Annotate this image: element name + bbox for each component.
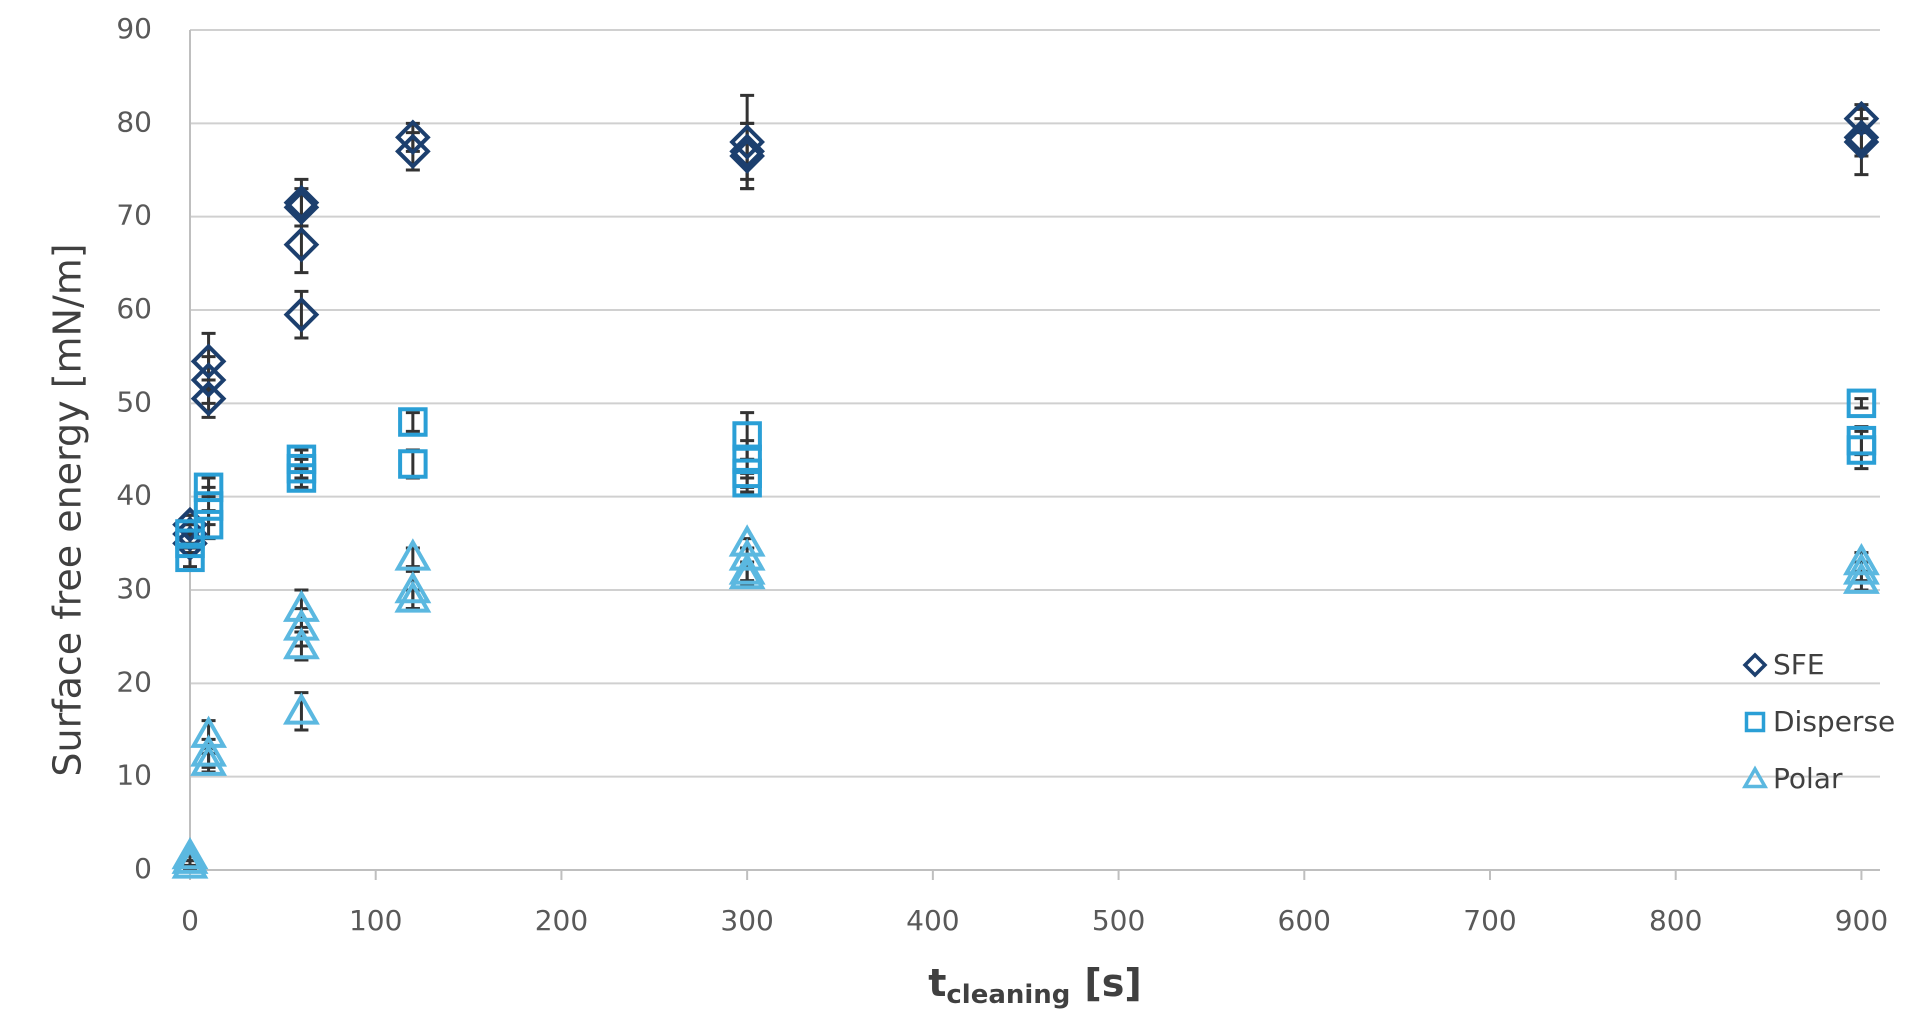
marker: [1843, 100, 1880, 137]
marker: [732, 421, 762, 451]
marker: [171, 836, 209, 870]
marker: [395, 119, 431, 156]
marker: [1843, 124, 1880, 160]
x-tick-label: 200: [535, 904, 588, 937]
marker: [1846, 435, 1877, 465]
x-tick-label: 400: [906, 904, 959, 937]
marker: [1842, 561, 1880, 594]
x-tick-label: 700: [1463, 904, 1516, 937]
marker: [283, 184, 320, 221]
error-bar: [405, 448, 420, 480]
marker: [193, 491, 224, 521]
marker: [283, 296, 320, 333]
marker: [282, 692, 320, 725]
marker: [190, 734, 228, 767]
y-tick-label: 90: [116, 12, 152, 45]
marker: [729, 133, 765, 170]
marker: [729, 138, 765, 174]
marker: [394, 570, 432, 604]
error-bar: [1854, 397, 1869, 410]
y-tick-label: 30: [116, 572, 152, 605]
marker: [728, 556, 766, 590]
y-tick-label: 0: [134, 852, 152, 885]
marker: [282, 626, 320, 660]
marker: [1842, 542, 1880, 576]
y-tick-label: 70: [116, 199, 152, 232]
marker: [190, 362, 227, 398]
marker: [398, 407, 428, 437]
marker: [398, 449, 428, 479]
legend-marker: [1742, 652, 1768, 678]
x-tick-label: 500: [1092, 904, 1145, 937]
y-tick-label: 20: [116, 665, 152, 698]
y-tick-label: 50: [116, 385, 152, 418]
legend-marker: [1741, 765, 1769, 789]
legend-label: Polar: [1773, 762, 1843, 795]
y-axis-title: Surface free energy [mN/m]: [46, 243, 90, 776]
y-tick-label: 10: [116, 759, 152, 792]
legend-label: SFE: [1773, 648, 1825, 681]
legend-label: Disperse: [1773, 705, 1895, 738]
marker: [728, 538, 766, 571]
x-tick-label: 900: [1835, 904, 1888, 937]
marker: [394, 538, 432, 571]
marker: [1843, 119, 1880, 156]
error-bar: [405, 411, 420, 433]
marker: [1842, 552, 1880, 585]
marker: [1846, 388, 1877, 419]
marker: [193, 509, 224, 540]
y-tick-label: 40: [116, 479, 152, 512]
marker: [190, 343, 227, 380]
marker: [171, 846, 209, 879]
x-tick-label: 300: [720, 904, 773, 937]
x-tick-label: 800: [1649, 904, 1702, 937]
x-title-unit: [s]: [1084, 961, 1141, 1005]
y-tick-label: 80: [116, 105, 152, 138]
marker: [732, 467, 762, 498]
marker: [190, 380, 227, 417]
x-title-sub: cleaning: [946, 980, 1070, 1010]
marker: [193, 472, 224, 503]
marker: [283, 226, 320, 263]
y-tick-label: 60: [116, 292, 152, 325]
marker: [394, 580, 432, 613]
x-title-main: t: [928, 961, 946, 1005]
marker: [190, 743, 228, 776]
x-tick-label: 100: [349, 904, 402, 937]
marker: [729, 124, 765, 160]
marker: [283, 189, 320, 226]
error-bar: [740, 471, 755, 494]
x-axis-title: tcleaning [s]: [928, 961, 1142, 1010]
marker: [171, 841, 209, 874]
x-tick-label: 0: [181, 904, 199, 937]
marker: [728, 552, 766, 585]
marker: [395, 133, 431, 170]
marker: [286, 463, 317, 493]
x-tick-label: 600: [1278, 904, 1331, 937]
marker: [282, 589, 320, 622]
marker: [282, 608, 320, 641]
legend-marker: [1744, 711, 1766, 733]
marker: [175, 542, 205, 573]
